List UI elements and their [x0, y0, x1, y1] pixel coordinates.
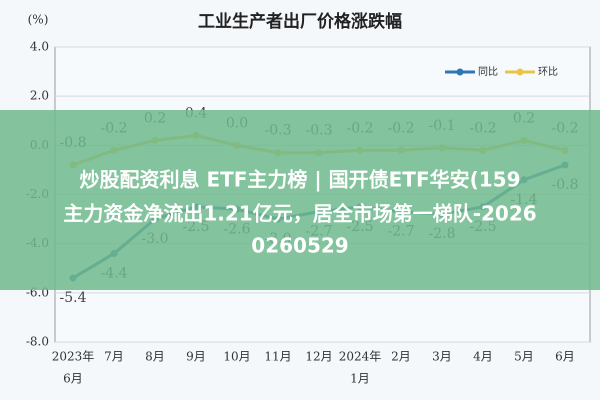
- y-tick-label: -8.0: [26, 335, 49, 349]
- overlay-text: 主力资金净流出1.21亿元，居全市场第一梯队-2026: [63, 202, 536, 226]
- legend-marker: [516, 68, 524, 76]
- legend-marker: [456, 68, 464, 76]
- x-tick-label: 2023年: [52, 350, 95, 364]
- x-tick-label: 2月: [391, 350, 411, 364]
- x-tick-label: 5月: [514, 350, 534, 364]
- legend-label: 环比: [538, 66, 558, 78]
- overlay-banner: [0, 110, 600, 290]
- overlay-text: 0260529: [251, 234, 348, 258]
- legend-label: 同比: [478, 66, 498, 78]
- chart-title: 工业生产者出厂价格涨跌幅: [198, 11, 402, 32]
- data-label: -5.4: [60, 290, 87, 306]
- x-tick-label: 11月: [264, 350, 291, 364]
- x-tick-label: 4月: [473, 350, 493, 364]
- unit-label: (%): [28, 13, 49, 27]
- y-tick-label: 4.0: [30, 40, 49, 54]
- overlay-text: 炒股配资利息 ETF主力榜 | 国开债ETF华安(159: [79, 168, 520, 192]
- x-tick-label: 1月: [350, 372, 370, 386]
- x-tick-label: 6月: [63, 372, 83, 386]
- x-tick-label: 10月: [223, 350, 250, 364]
- y-tick-label: 2.0: [30, 89, 49, 103]
- x-tick-label: 3月: [432, 350, 452, 364]
- x-tick-label: 12月: [305, 350, 332, 364]
- x-tick-label: 2024年: [339, 350, 382, 364]
- x-tick-label: 6月: [555, 350, 575, 364]
- x-tick-label: 9月: [186, 350, 206, 364]
- x-tick-label: 7月: [104, 350, 124, 364]
- x-tick-label: 8月: [145, 350, 165, 364]
